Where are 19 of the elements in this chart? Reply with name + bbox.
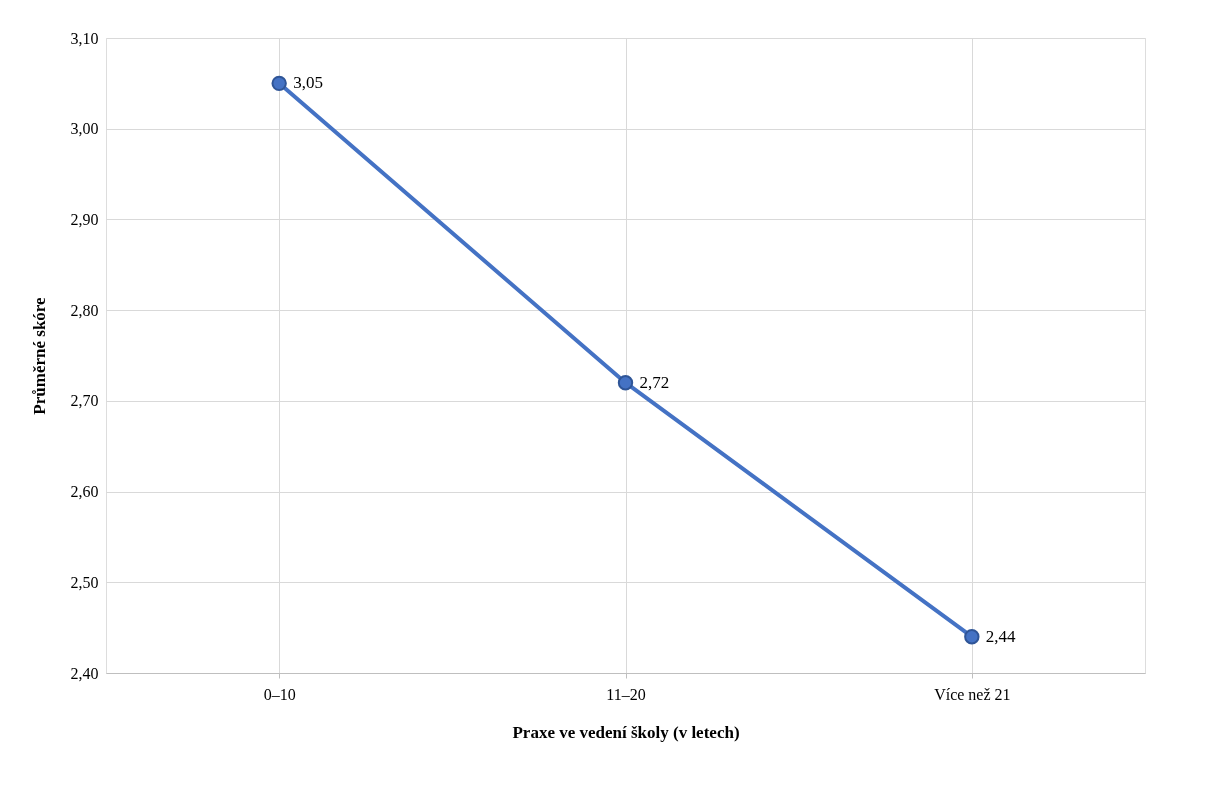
y-tick-label: 2,90 xyxy=(70,210,99,228)
x-tick-label: 0–10 xyxy=(263,685,296,703)
data-label: 3,05 xyxy=(293,73,323,93)
y-tick-label: 2,70 xyxy=(70,392,99,410)
y-tick-label: 2,60 xyxy=(70,483,99,501)
y-tick-label: 3,10 xyxy=(70,29,99,47)
y-tick-label: 2,80 xyxy=(70,301,99,319)
x-axis-title: Praxe ve vedení školy (v letech) xyxy=(512,722,740,742)
y-tick-label: 3,00 xyxy=(70,120,99,138)
data-label: 2,44 xyxy=(985,626,1017,646)
data-label: 2,72 xyxy=(639,372,670,392)
y-tick-label: 2,40 xyxy=(70,664,99,682)
y-tick-label: 2,50 xyxy=(70,573,99,591)
point xyxy=(617,375,634,391)
y-axis-title: Průměrné skóre xyxy=(29,296,49,415)
x-tick-label: Více než 21 xyxy=(934,685,1011,703)
point xyxy=(271,75,287,92)
x-tick-label: 11–20 xyxy=(606,685,646,703)
point xyxy=(964,629,980,645)
